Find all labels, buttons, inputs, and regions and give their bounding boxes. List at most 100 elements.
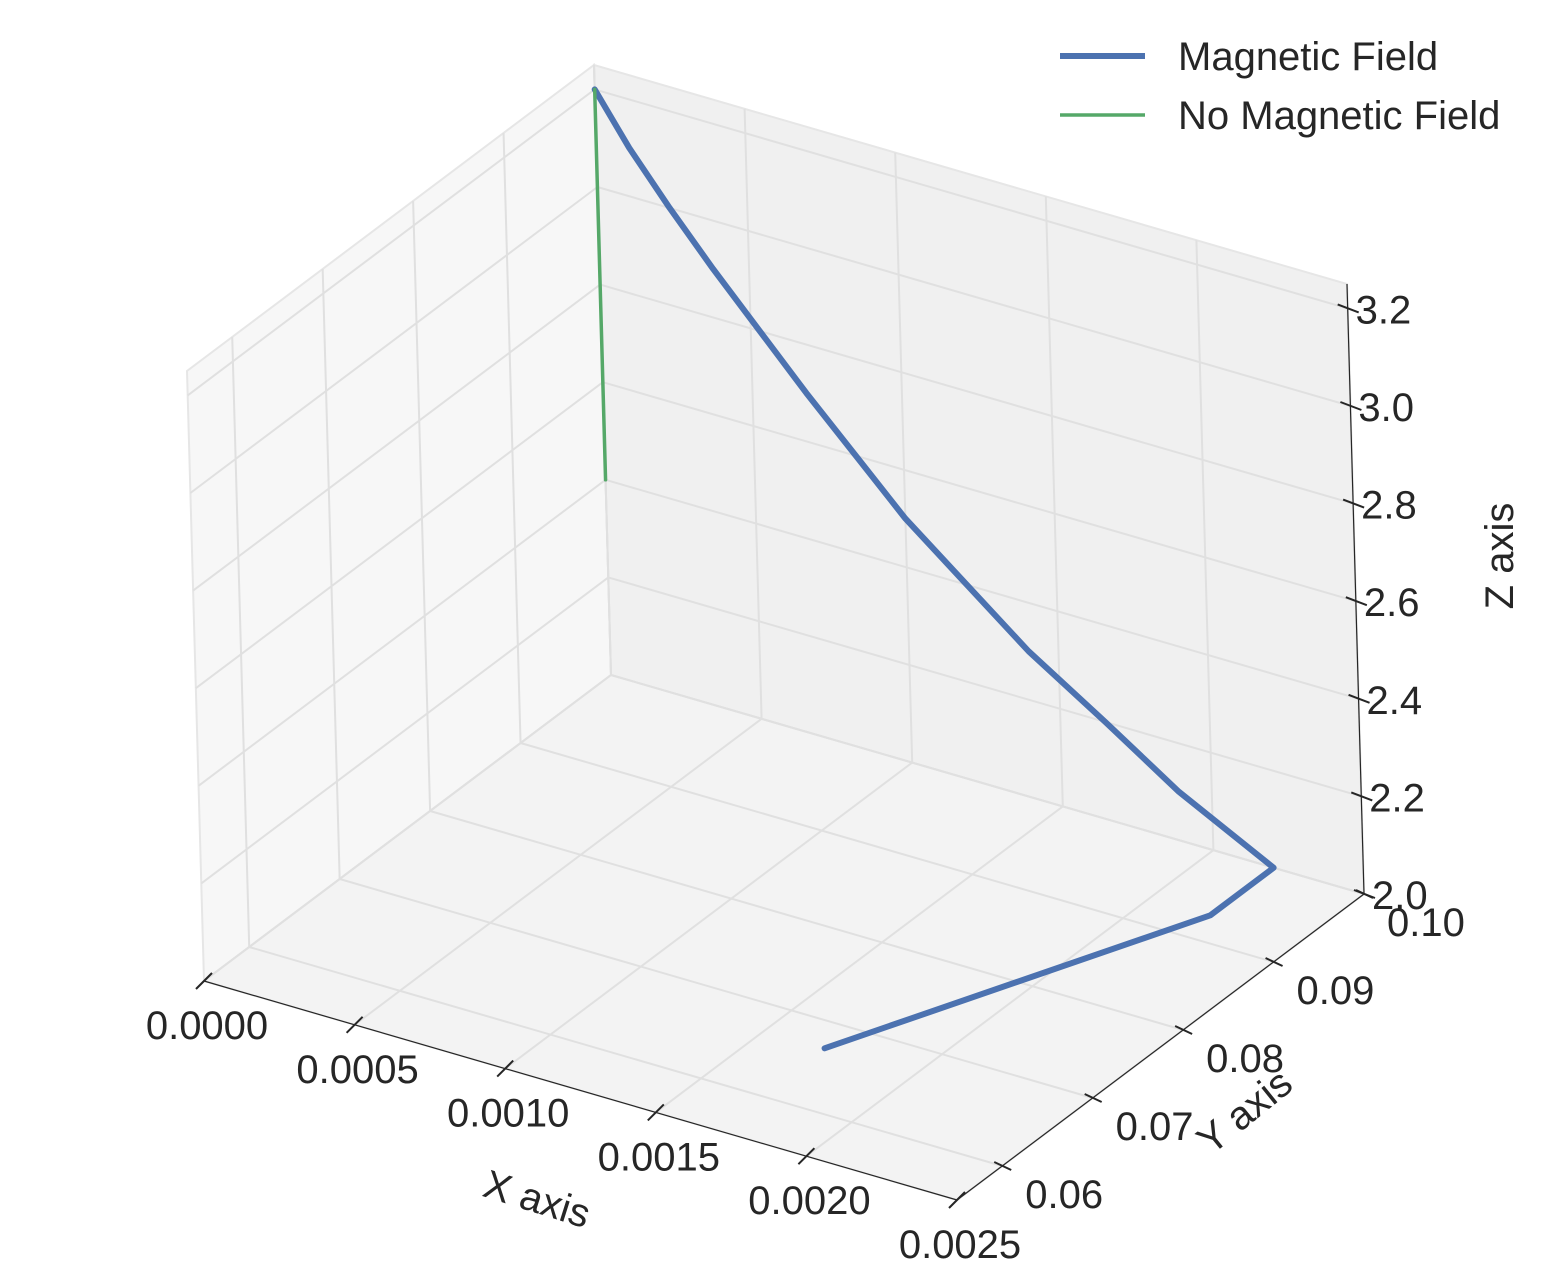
grid-line-y [502,132,522,744]
grid-line-z [192,283,601,592]
legend-entry: No Magnetic Field [1060,94,1500,138]
x-tick: 0.0015 [598,1103,720,1179]
x-tick-mark [948,1191,966,1209]
z-tick-label: 3.0 [1358,386,1414,430]
y-tick: 0.09 [1265,957,1375,1013]
grid-line-x [805,849,1215,1157]
grid-line-z [599,283,1354,505]
grid-line-z [597,186,1351,407]
grid-line-z [200,576,609,885]
x-tick-label: 0.0025 [899,1223,1021,1267]
x-tick: 0.0000 [146,972,268,1048]
x-tick-label: 0.0005 [296,1048,418,1092]
x-tick: 0.0020 [748,1147,871,1223]
z-tick-mark [1348,693,1370,704]
z-tick: 3.2 [1337,288,1412,332]
z-tick-label: 2.2 [1369,776,1425,820]
y-tick-label: 0.10 [1387,901,1465,945]
z-tick-mark [1340,401,1362,411]
grid-line-z [610,674,1365,895]
grid-line-y [248,946,1003,1167]
z-tick-label: 2.4 [1367,679,1423,723]
grid-line-y [412,200,432,812]
grid-line-z [594,88,1348,310]
y-tick: 0.10 [1355,889,1465,945]
axes-panes [185,63,1367,1202]
grid-line-y [321,268,341,880]
z-axis-label: Z axis [1478,503,1522,610]
z-tick-label: 3.2 [1356,288,1412,332]
grid-line-x [655,805,1064,1114]
grid-line-x [1195,240,1215,851]
y-tick-label: 0.08 [1206,1037,1284,1081]
y-tick-mark [1174,1025,1193,1035]
grid-line-z [602,381,1357,603]
grid-line-z [187,88,596,397]
z-tick-mark [1337,303,1360,314]
legend-entry: Magnetic Field [1060,35,1438,79]
grid-line-x [504,761,913,1070]
grid-line-x [743,108,763,719]
y-tick-mark [1265,957,1283,967]
z-tick: 2.8 [1342,484,1417,528]
y-tick: 0.08 [1174,1025,1284,1081]
grid-line-x [894,152,914,763]
y-tick-label: 0.07 [1116,1105,1194,1149]
grid-line-z [203,674,612,982]
x-tick-label: 0.0020 [748,1179,870,1223]
x-tick-label: 0.0010 [447,1092,569,1136]
grid-lines [187,64,1365,1201]
x-tick: 0.0025 [899,1191,1021,1267]
z-tick-mark [1345,596,1368,607]
tick-group: 0.0000 0.0005 0.0010 0.0015 0.0020 0.00250.06… [146,288,1465,1267]
legend: Magnetic Field No Magnetic Field [1060,35,1500,138]
x-tick-mark [195,972,213,990]
y-axis-line [956,893,1365,1201]
z-tick-mark [1350,791,1373,802]
series-group [591,86,1277,1052]
x-tick-label: 0.0000 [146,1004,268,1048]
y-tick-mark [1084,1093,1103,1103]
grid-line-z [608,576,1362,798]
grid-line-y [339,878,1093,1099]
z-tick-mark [1342,498,1365,509]
series-line-2 [592,87,608,482]
y-tick-label: 0.09 [1297,969,1375,1013]
grid-line-y [231,336,251,948]
grid-line-z [605,478,1359,700]
z-tick: 2.2 [1350,776,1425,820]
legend-label: No Magnetic Field [1178,94,1500,138]
z-tick: 2.4 [1348,679,1423,723]
axes-lines [203,283,1365,1201]
x-axis-line [203,980,958,1201]
z-axis-line [1346,283,1365,895]
z-tick-label: 2.6 [1364,581,1420,625]
y-tick-label: 0.06 [1025,1173,1103,1217]
y-tick: 0.07 [1084,1093,1194,1149]
grid-line-x [353,718,763,1026]
grid-line-y [520,742,1274,963]
grid-line-y [429,810,1184,1031]
grid-line-x [1044,196,1064,807]
x-tick: 0.0005 [296,1016,419,1092]
x-tick-label: 0.0015 [598,1135,720,1179]
x-tick-mark [345,1016,364,1034]
grid-line-z [195,381,604,689]
x-tick-mark [647,1103,665,1122]
z-tick-label: 2.0 [1372,874,1428,918]
x-tick-mark [496,1059,514,1078]
z-tick: 2.6 [1345,581,1420,625]
z-tick-label: 2.8 [1361,484,1417,528]
x-tick: 0.0010 [447,1059,569,1136]
series-line-1 [591,86,1277,1052]
grid-line-z [189,186,599,494]
grid-line-z [197,479,607,787]
x-axis-label: X axis [478,1162,595,1237]
z-tick: 3.0 [1340,386,1414,430]
y-tick: 0.06 [993,1161,1103,1217]
y-tick-mark [993,1161,1012,1171]
z-tick: 2.0 [1353,874,1428,918]
legend-label: Magnetic Field [1178,35,1438,79]
x-tick-mark [797,1147,816,1165]
